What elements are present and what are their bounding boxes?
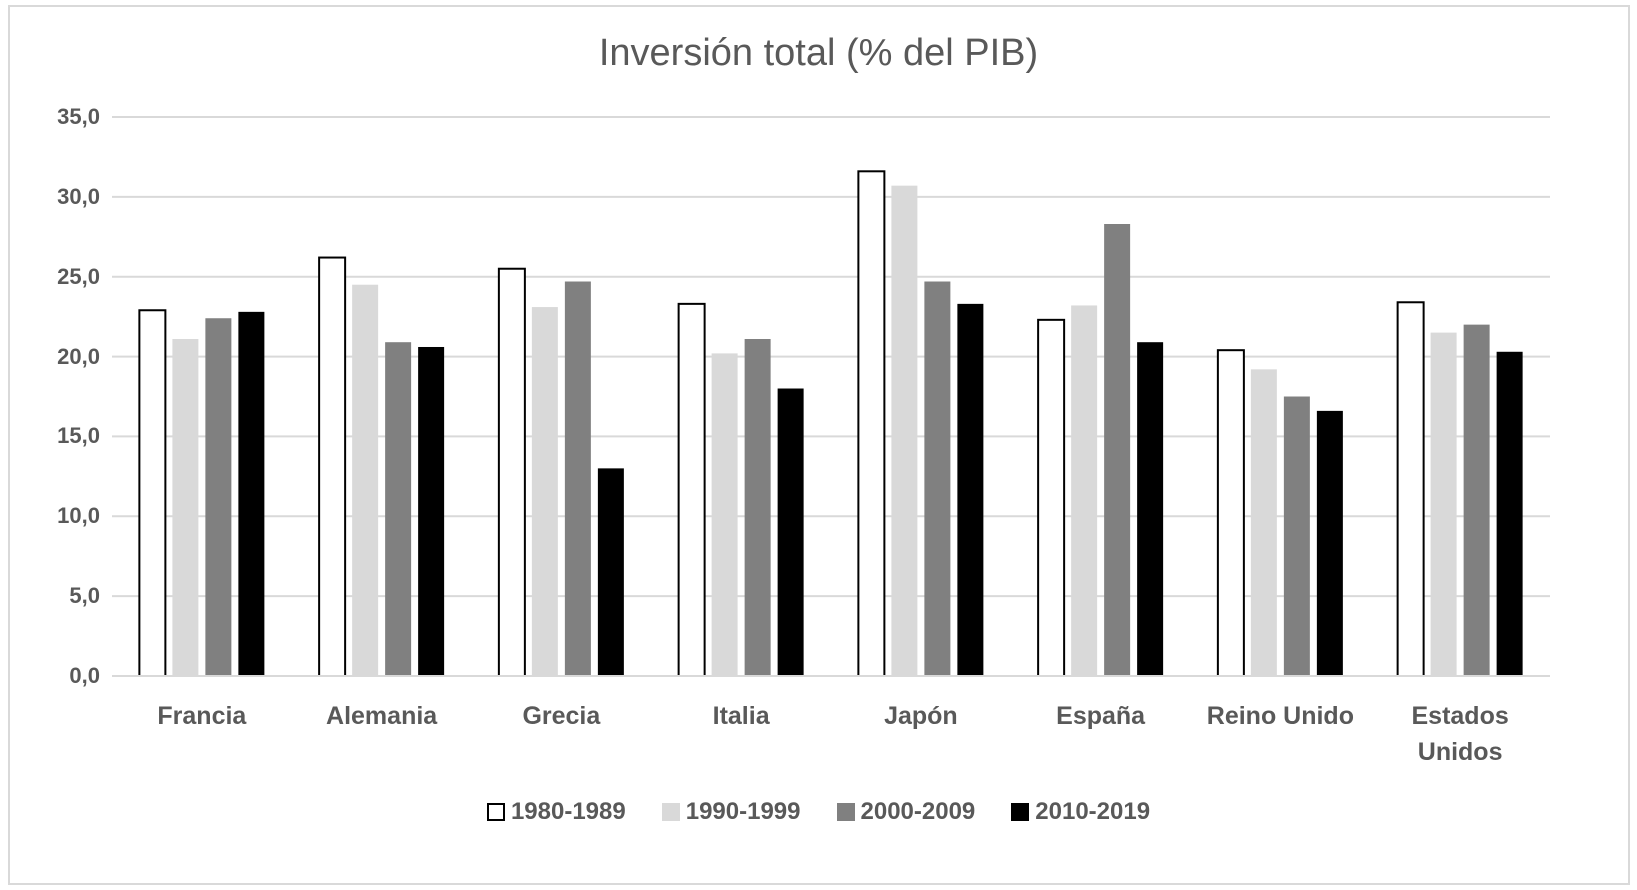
bar	[1496, 351, 1523, 676]
bar	[318, 256, 347, 677]
bar	[957, 303, 984, 676]
bar	[1071, 305, 1098, 676]
bar	[1104, 224, 1131, 676]
bar	[238, 311, 265, 676]
chart-title: Inversión total (% del PIB)	[598, 32, 1039, 74]
x-tick-label: Estados Unidos	[1411, 702, 1509, 766]
bar	[564, 281, 591, 676]
bar	[138, 309, 167, 677]
y-tick-label: 20,0	[57, 343, 100, 369]
legend-label: 2010-2019	[1035, 798, 1151, 825]
bar	[531, 307, 558, 676]
bar	[1463, 324, 1490, 676]
bar	[1316, 410, 1343, 676]
legend-item: 1980-1989	[486, 798, 626, 826]
y-tick-label: 15,0	[57, 423, 100, 449]
bar	[172, 339, 199, 676]
bar	[1283, 396, 1310, 676]
bar	[744, 339, 771, 676]
y-tick-label: 25,0	[57, 263, 100, 289]
bar	[497, 267, 526, 677]
legend-swatch	[486, 803, 505, 821]
legend-label: 2000-2009	[860, 798, 976, 825]
bar	[418, 346, 445, 676]
legend-swatch	[661, 803, 680, 821]
bar	[1430, 332, 1457, 676]
bar	[677, 302, 706, 677]
chart-border	[8, 5, 1630, 885]
bar	[1137, 342, 1164, 676]
bar	[777, 388, 804, 676]
bar	[385, 342, 412, 676]
y-tick-label: 5,0	[69, 583, 100, 609]
x-tick-label: España	[1056, 702, 1146, 730]
x-tick-label: Francia	[157, 702, 247, 730]
x-tick-label: Japón	[884, 702, 958, 730]
bar	[1396, 301, 1425, 677]
bar	[891, 185, 918, 677]
x-tick-label: Reino Unido	[1206, 702, 1354, 730]
y-tick-label: 0,0	[69, 663, 100, 688]
y-tick-label: 10,0	[57, 503, 100, 529]
y-tick-label: 30,0	[57, 183, 100, 209]
legend: 1980-1989 1990-1999 2000-2009 2010-2019	[0, 798, 1637, 826]
bar	[711, 353, 738, 676]
legend-label: 1990-1999	[685, 798, 801, 825]
bar	[597, 468, 624, 676]
legend-swatch	[836, 803, 855, 821]
legend-item: 2010-2019	[1011, 798, 1150, 826]
x-tick-label: Grecia	[522, 702, 601, 730]
legend-label: 1980-1989	[510, 798, 626, 825]
legend-swatch	[1011, 803, 1030, 821]
legend-item: 1990-1999	[661, 798, 801, 826]
bar	[1216, 349, 1245, 677]
x-tick-label: Alemania	[326, 702, 438, 730]
bar	[924, 281, 951, 676]
x-tick-label: Italia	[712, 702, 770, 730]
bar	[857, 170, 886, 677]
legend-item: 2000-2009	[836, 798, 976, 826]
bar	[1037, 318, 1066, 677]
bar	[1250, 369, 1277, 676]
bar	[352, 284, 379, 676]
bar	[205, 318, 232, 676]
y-tick-label: 35,0	[57, 104, 100, 129]
